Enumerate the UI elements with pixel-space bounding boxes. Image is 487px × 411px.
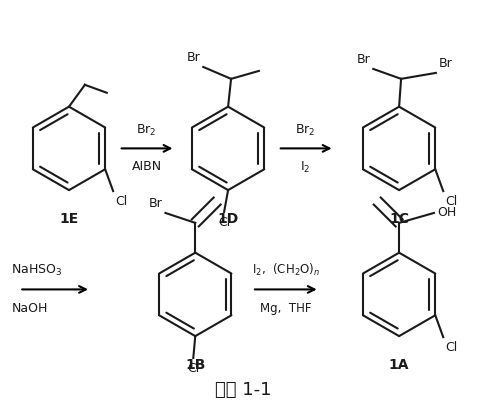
Text: Br$_2$: Br$_2$	[136, 123, 157, 139]
Text: Cl: Cl	[445, 341, 457, 354]
Text: 反应 1-1: 反应 1-1	[215, 381, 271, 399]
Text: Br: Br	[187, 51, 200, 64]
Text: NaOH: NaOH	[11, 302, 48, 315]
Text: 1A: 1A	[389, 358, 410, 372]
Text: 1B: 1B	[185, 358, 206, 372]
Text: Br: Br	[149, 197, 163, 210]
Text: 1E: 1E	[59, 212, 78, 226]
Text: 1C: 1C	[389, 212, 409, 226]
Text: Br: Br	[356, 53, 370, 66]
Text: NaHSO$_3$: NaHSO$_3$	[11, 262, 62, 277]
Text: I$_2$,  (CH$_2$O)$_n$: I$_2$, (CH$_2$O)$_n$	[252, 261, 320, 277]
Text: I$_2$: I$_2$	[300, 160, 311, 175]
Text: OH: OH	[437, 206, 456, 219]
Text: Br$_2$: Br$_2$	[296, 123, 316, 139]
Text: Cl: Cl	[218, 216, 230, 229]
Text: Br: Br	[439, 57, 452, 70]
Text: Cl: Cl	[115, 195, 128, 208]
Text: AIBN: AIBN	[131, 160, 162, 173]
Text: Mg,  THF: Mg, THF	[260, 302, 312, 315]
Text: 1D: 1D	[218, 212, 239, 226]
Text: Cl: Cl	[187, 362, 199, 375]
Text: Cl: Cl	[445, 195, 457, 208]
